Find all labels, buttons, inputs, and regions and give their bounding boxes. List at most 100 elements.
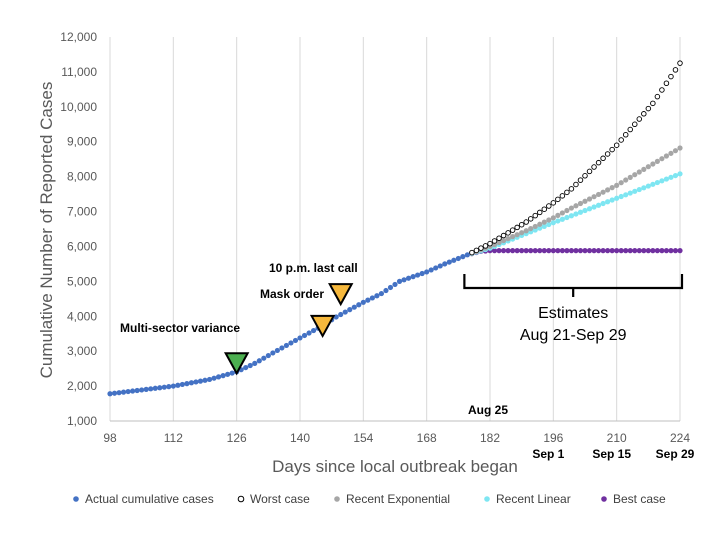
legend-label: Recent Linear <box>496 492 571 506</box>
y-tick-label: 9,000 <box>67 135 97 149</box>
data-point <box>559 193 566 199</box>
data-point <box>211 375 217 381</box>
data-point <box>523 228 529 234</box>
data-point <box>537 225 543 231</box>
data-point <box>623 177 629 183</box>
data-point <box>410 274 416 280</box>
data-point <box>505 248 511 254</box>
data-point <box>654 179 660 186</box>
x-tick-label: 98 <box>103 431 117 445</box>
data-point <box>595 159 602 166</box>
data-point <box>591 248 597 254</box>
data-point <box>582 207 588 214</box>
data-point <box>645 105 652 112</box>
data-point <box>627 248 633 254</box>
data-point <box>577 177 584 183</box>
data-point <box>600 248 606 254</box>
date-label: Sep 29 <box>656 447 695 461</box>
data-point <box>546 221 552 228</box>
data-point <box>623 192 629 198</box>
data-point <box>568 248 575 254</box>
data-point <box>519 248 525 254</box>
data-point <box>256 358 262 364</box>
y-tick-label: 5,000 <box>67 274 97 288</box>
x-axis-title: Days since local outbreak began <box>272 457 518 476</box>
data-point <box>537 209 543 216</box>
x-tick-label: 224 <box>670 431 690 445</box>
data-point <box>650 181 656 187</box>
data-point <box>564 248 570 254</box>
data-point <box>573 181 579 188</box>
data-point <box>261 355 267 361</box>
data-point <box>247 362 253 369</box>
legend-label: Recent Exponential <box>346 492 450 506</box>
data-point <box>496 239 502 246</box>
data-point <box>564 189 570 196</box>
data-point <box>292 337 299 344</box>
data-point <box>654 93 661 100</box>
data-point <box>541 206 548 212</box>
data-point <box>157 385 163 391</box>
data-point <box>663 176 670 182</box>
data-point <box>523 248 529 254</box>
data-point <box>491 248 498 254</box>
data-point <box>500 232 507 239</box>
annotation-label: 10 p.m. last call <box>269 261 358 275</box>
data-point <box>220 373 226 379</box>
y-tick-label: 12,000 <box>60 30 97 44</box>
data-point <box>487 240 493 247</box>
data-point <box>573 211 579 217</box>
estimates-bracket <box>463 274 684 297</box>
data-point <box>672 148 679 154</box>
date-label: Aug 25 <box>468 403 508 417</box>
data-point <box>464 252 470 258</box>
series-worst-case <box>469 60 683 256</box>
data-point <box>179 381 185 388</box>
annotation-triangle <box>223 352 250 376</box>
data-point <box>537 221 543 227</box>
data-point <box>509 227 516 233</box>
data-point <box>206 376 213 383</box>
data-point <box>310 327 317 334</box>
data-point <box>510 248 516 254</box>
data-point <box>618 248 624 254</box>
data-point <box>523 219 529 225</box>
data-point <box>659 87 665 93</box>
data-point <box>510 234 516 240</box>
data-point <box>283 342 290 349</box>
data-point <box>555 248 561 254</box>
data-point <box>550 248 556 254</box>
data-point <box>197 378 204 384</box>
data-point <box>419 270 425 277</box>
data-point <box>537 248 543 254</box>
data-point <box>591 194 597 200</box>
data-point <box>645 164 651 170</box>
data-point <box>518 221 525 228</box>
y-tick-label: 2,000 <box>67 379 97 393</box>
data-point <box>659 248 665 254</box>
data-point <box>641 185 647 191</box>
data-point <box>650 248 656 254</box>
data-point <box>188 380 195 386</box>
data-point <box>672 172 679 179</box>
data-point <box>586 168 593 175</box>
data-point <box>627 174 633 180</box>
data-point <box>229 370 235 376</box>
data-point <box>622 131 629 138</box>
data-point <box>301 332 308 339</box>
data-point <box>632 188 638 194</box>
data-point <box>641 111 647 117</box>
data-point <box>387 284 394 291</box>
data-point <box>600 155 606 162</box>
data-point <box>491 238 498 244</box>
data-point <box>595 191 602 198</box>
data-point <box>577 209 584 215</box>
data-point <box>225 371 231 377</box>
legend-label: Best case <box>613 492 666 506</box>
data-point <box>451 257 457 263</box>
data-point <box>437 263 443 269</box>
data-point <box>139 387 145 393</box>
data-point <box>541 223 547 229</box>
data-point <box>595 202 602 208</box>
